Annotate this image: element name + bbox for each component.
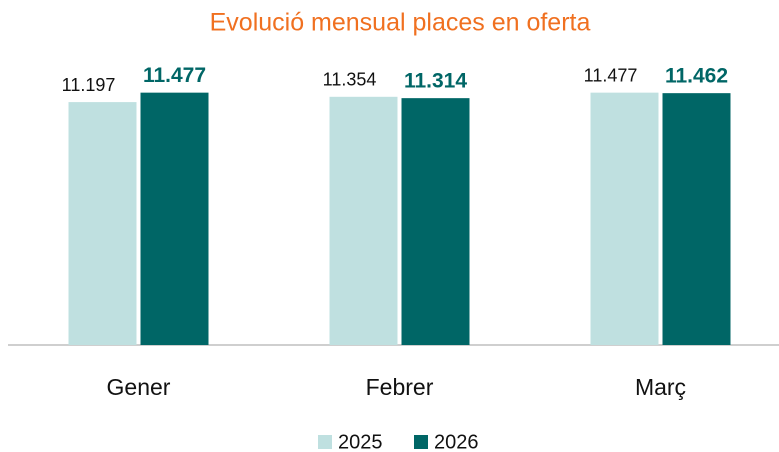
x-tick-label: Gener [107,374,171,400]
bar [662,93,731,345]
bar [68,102,137,345]
bar [329,96,398,346]
bar [590,92,659,346]
legend-label: 2025 [338,431,383,452]
legend-swatch [414,435,428,449]
data-label: 11.477 [143,64,206,87]
legend-swatch [318,435,332,449]
x-tick-label: Febrer [366,374,434,400]
data-label: 11.354 [323,70,377,90]
data-label: 11.477 [584,65,638,85]
data-label: 11.197 [62,75,116,95]
data-label: 11.462 [665,65,728,88]
bar [401,98,470,345]
chart-title: Evolució mensual places en oferta [210,9,591,37]
x-tick-label: Març [635,374,686,400]
bar [140,92,209,346]
data-label: 11.314 [404,70,467,93]
legend-label: 2026 [434,431,479,452]
